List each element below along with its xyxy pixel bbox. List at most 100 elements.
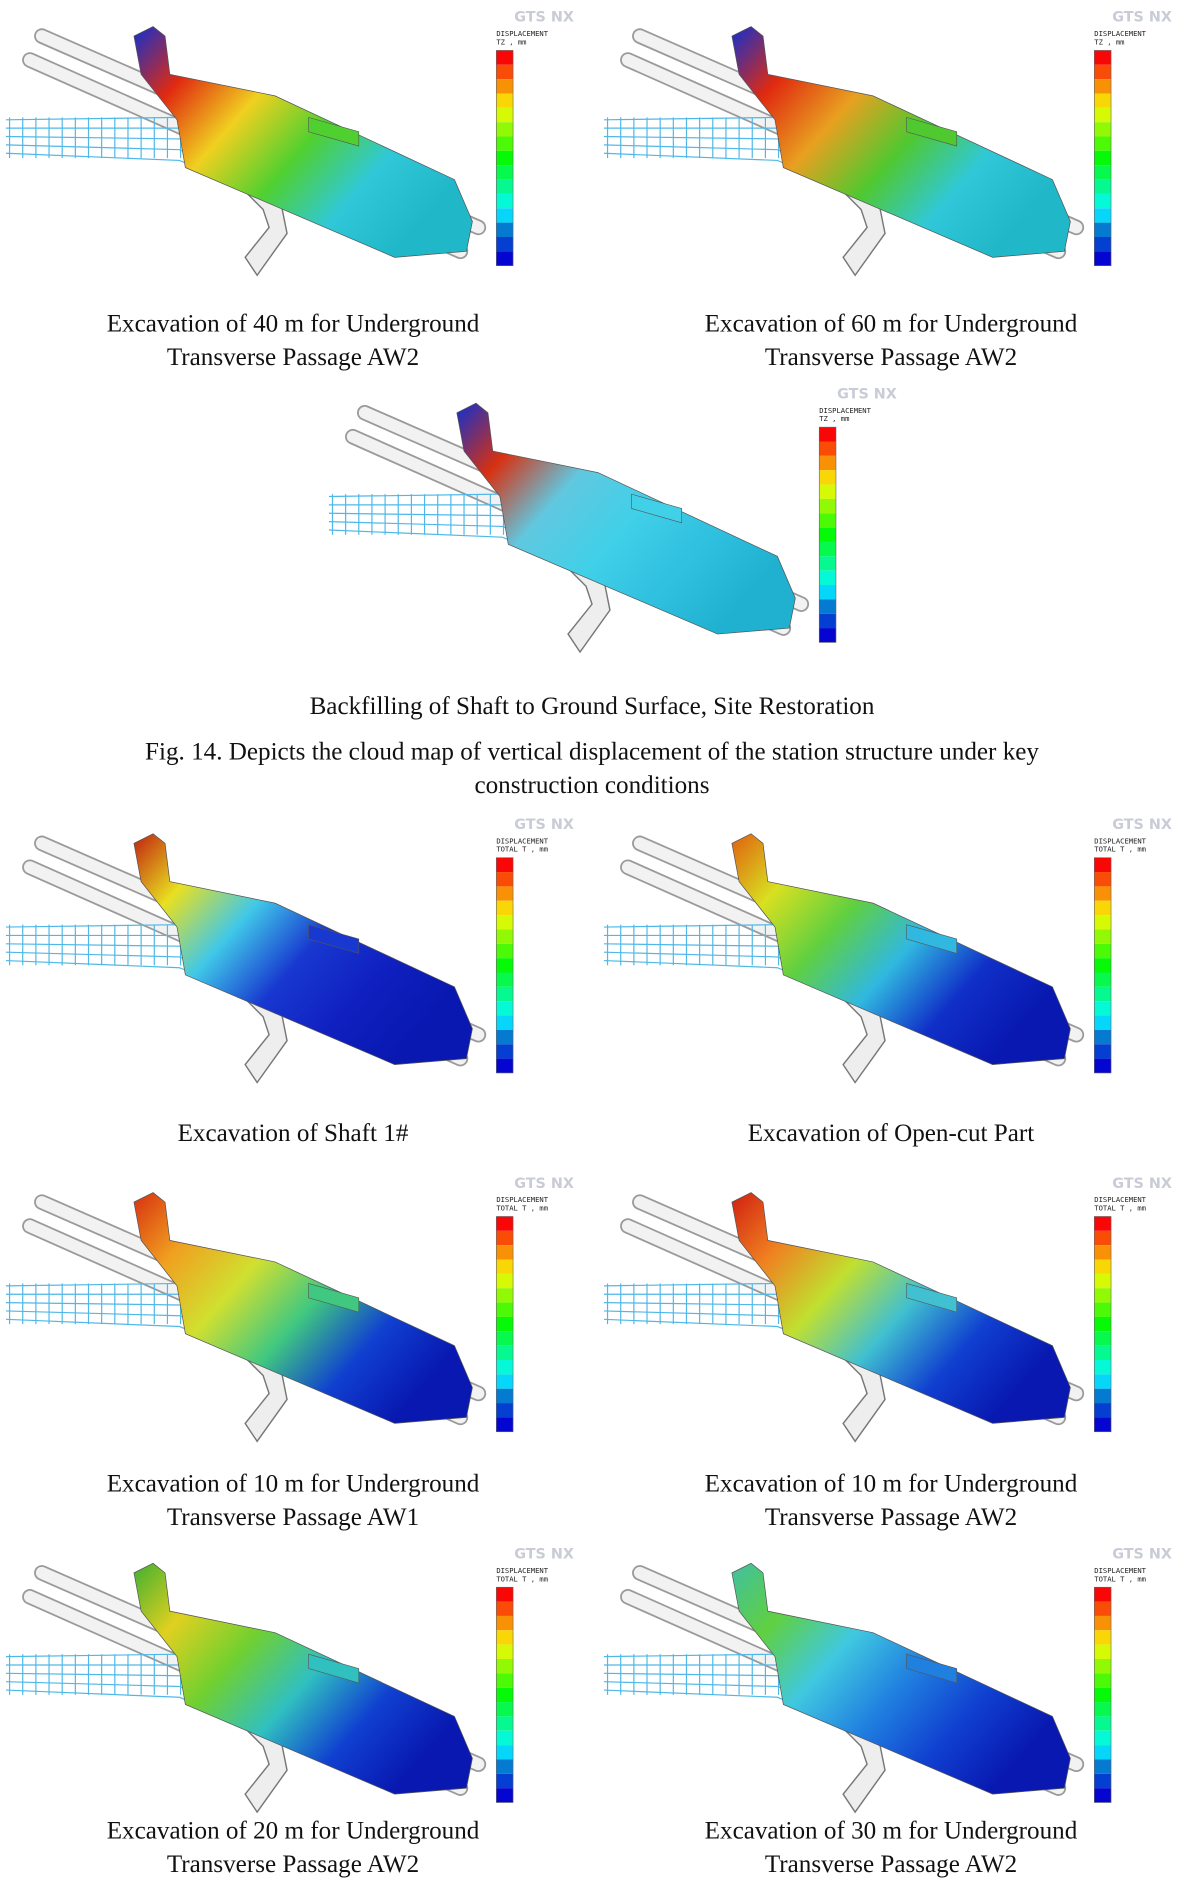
- legend-swatch: [1094, 179, 1112, 194]
- legend-swatch: [496, 64, 514, 80]
- panel-caption: Transverse Passage AW2: [765, 1504, 1017, 1531]
- legend-swatch: [819, 628, 836, 643]
- legend-swatch: [1094, 1058, 1112, 1073]
- legend-swatch: [1094, 1716, 1112, 1731]
- legend-swatch: [1094, 79, 1112, 94]
- legend-swatch: [496, 50, 514, 65]
- legend-swatch: [496, 1759, 514, 1774]
- legend-swatch: [496, 222, 514, 237]
- legend-swatch: [1094, 1015, 1112, 1030]
- panel-caption: Excavation of 40 m for Underground: [107, 310, 480, 337]
- legend-swatch: [496, 1288, 514, 1303]
- legend-swatch: [496, 93, 514, 108]
- legend-swatch: [496, 1587, 514, 1602]
- legend-swatch: [819, 585, 836, 600]
- structure: [731, 833, 1071, 1065]
- legend-swatch: [496, 1029, 514, 1045]
- legend-swatch: [1094, 915, 1112, 930]
- legend-swatch: [819, 513, 836, 528]
- structure-block: [906, 924, 958, 954]
- legend-swatch: [496, 1615, 514, 1631]
- legend-unit: TOTAL T , mm: [1094, 1204, 1146, 1213]
- panel-caption: Transverse Passage AW1: [167, 1504, 419, 1531]
- figure-caption: construction conditions: [474, 772, 709, 799]
- legend-swatch: [819, 484, 836, 499]
- legend-swatch: [496, 1773, 514, 1789]
- panel-caption: Excavation of 10 m for Underground: [107, 1471, 480, 1498]
- legend-swatch: [496, 1687, 514, 1703]
- legend-frame: [496, 50, 514, 266]
- legend-swatch: [496, 958, 514, 973]
- legend-swatch: [819, 541, 836, 557]
- legend-frame: [496, 1216, 514, 1433]
- structure-block: [308, 1653, 360, 1684]
- legend-frame: [496, 857, 514, 1074]
- legend-logo: GTS NX: [514, 1176, 574, 1192]
- legend-title: DISPLACEMENT: [496, 1195, 548, 1204]
- legend-swatch: [1094, 929, 1112, 944]
- legend-swatch: [1094, 1687, 1112, 1703]
- legend-swatch: [1094, 958, 1112, 973]
- legend-swatch: [496, 1316, 514, 1332]
- legend-unit: TOTAL T , mm: [496, 1574, 548, 1583]
- legend-swatch: [1094, 93, 1112, 108]
- legend-swatch: [496, 1745, 514, 1760]
- legend-swatch: [496, 1302, 514, 1317]
- legend-swatch: [496, 193, 514, 209]
- legend-swatch: [496, 1015, 514, 1030]
- legend-swatch: [1094, 1273, 1112, 1289]
- structure: [133, 1562, 473, 1795]
- legend-swatch: [496, 929, 514, 944]
- legend-swatch: [1094, 107, 1112, 123]
- legend-swatch: [496, 122, 514, 137]
- legend-swatch: [496, 1273, 514, 1289]
- panel-caption: Transverse Passage AW2: [765, 344, 1017, 371]
- legend-swatch: [1094, 165, 1112, 180]
- legend-swatch: [496, 1216, 514, 1231]
- panel-caption: Excavation of Shaft 1#: [178, 1120, 409, 1147]
- legend-swatch: [496, 1388, 514, 1404]
- legend-title: DISPLACEMENT: [496, 1566, 548, 1575]
- legend-swatch: [496, 1673, 514, 1688]
- legend-swatch: [1094, 136, 1112, 151]
- legend-swatch: [496, 1658, 514, 1674]
- panel-caption: Excavation of Open-cut Part: [748, 1120, 1035, 1147]
- legend-swatch: [496, 1730, 514, 1746]
- legend-swatch: [1094, 886, 1112, 901]
- panel-caption: Excavation of 30 m for Underground: [705, 1817, 1078, 1844]
- legend-swatch: [1094, 1044, 1112, 1059]
- legend-swatch: [496, 236, 514, 252]
- legend-title: DISPLACEMENT: [1094, 1566, 1146, 1575]
- legend-swatch: [496, 1001, 514, 1016]
- legend-swatch: [496, 1331, 514, 1346]
- legend-swatch: [1094, 1288, 1112, 1303]
- legend-logo: GTS NX: [1112, 10, 1172, 26]
- panel-caption: Backfilling of Shaft to Ground Surface, …: [310, 693, 875, 720]
- legend-swatch: [496, 1601, 514, 1616]
- legend-frame: [1094, 50, 1112, 266]
- legend-title: DISPLACEMENT: [819, 406, 871, 415]
- legend-swatch: [1094, 1658, 1112, 1674]
- legend-swatch: [1094, 150, 1112, 166]
- structure: [731, 1562, 1071, 1795]
- legend-unit: TZ , mm: [496, 37, 526, 46]
- legend-swatch: [1094, 1615, 1112, 1631]
- legend-logo: GTS NX: [514, 817, 574, 833]
- legend-swatch: [496, 1403, 514, 1418]
- structure: [133, 26, 473, 258]
- legend-swatch: [496, 857, 514, 873]
- passage-mesh: [603, 924, 862, 1002]
- legend-swatch: [1094, 1759, 1112, 1774]
- legend-swatch: [1094, 1359, 1112, 1375]
- legend-swatch: [819, 498, 836, 514]
- structure-block: [906, 1283, 958, 1313]
- legend-swatch: [1094, 1388, 1112, 1404]
- figure-caption: Fig. 14. Depicts the cloud map of vertic…: [145, 739, 1039, 766]
- legend-swatch: [1094, 1331, 1112, 1346]
